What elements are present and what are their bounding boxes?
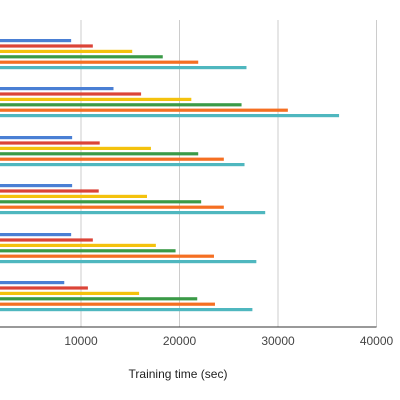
bar-g1-s1 — [0, 39, 72, 43]
x-tick-labels: 10000 20000 30000 40000 — [64, 334, 393, 348]
bar-g3-s3 — [0, 146, 151, 150]
bar-g5-s5 — [0, 254, 214, 258]
bar-g2-s3 — [0, 97, 192, 101]
bar-group-4 — [0, 184, 266, 215]
bar-group-1 — [0, 39, 247, 70]
bar-g4-s3 — [0, 194, 147, 198]
bar-g5-s4 — [0, 249, 176, 253]
bar-g2-s4 — [0, 103, 242, 107]
bar-g6-s2 — [0, 286, 88, 290]
bar-g2-s5 — [0, 108, 288, 112]
bar-g1-s5 — [0, 60, 199, 64]
gridlines — [0, 20, 377, 328]
bar-g3-s4 — [0, 152, 199, 156]
x-tick-label-30000: 30000 — [261, 334, 295, 348]
bar-g1-s4 — [0, 55, 163, 59]
bar-group-3 — [0, 136, 245, 167]
bar-g6-s5 — [0, 302, 215, 306]
bar-g2-s1 — [0, 87, 114, 91]
bar-group-2 — [0, 87, 340, 118]
bar-g2-s6 — [0, 114, 340, 118]
bar-g1-s2 — [0, 44, 93, 48]
bar-group-6 — [0, 281, 253, 312]
x-axis-title: Training time (sec) — [129, 367, 228, 381]
bar-g3-s5 — [0, 157, 224, 161]
bars — [0, 39, 340, 312]
bar-g3-s2 — [0, 141, 100, 145]
bar-g2-s2 — [0, 92, 142, 96]
bar-g6-s6 — [0, 308, 253, 312]
bar-g6-s4 — [0, 297, 198, 301]
x-tick-label-10000: 10000 — [64, 334, 98, 348]
bar-g4-s1 — [0, 184, 73, 188]
bar-group-5 — [0, 233, 257, 264]
bar-g4-s5 — [0, 205, 224, 209]
bar-g3-s1 — [0, 136, 73, 140]
x-tick-label-20000: 20000 — [163, 334, 197, 348]
bar-g5-s1 — [0, 233, 72, 237]
bar-g4-s2 — [0, 189, 99, 193]
bar-g6-s1 — [0, 281, 65, 285]
bar-g1-s3 — [0, 49, 133, 53]
bar-g4-s6 — [0, 211, 266, 215]
x-tick-label-40000: 40000 — [360, 334, 394, 348]
bar-g1-s6 — [0, 66, 247, 70]
bar-g5-s2 — [0, 238, 93, 242]
bar-g3-s6 — [0, 163, 245, 167]
bar-g5-s3 — [0, 243, 156, 247]
bar-g4-s4 — [0, 200, 202, 204]
bar-g6-s3 — [0, 291, 140, 295]
bar-g5-s6 — [0, 260, 257, 264]
